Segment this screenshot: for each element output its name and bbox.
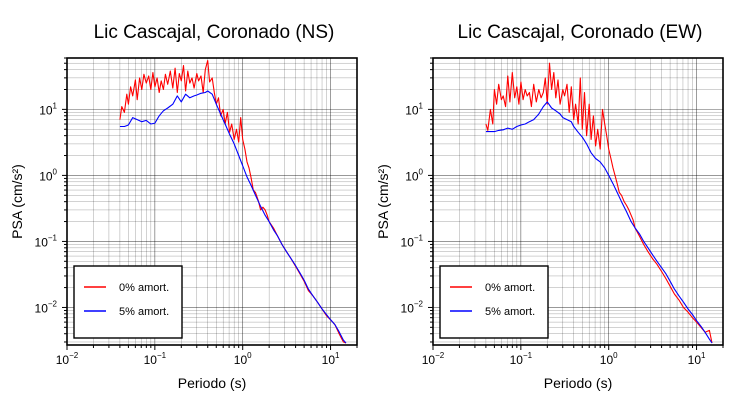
legend: 0% amort. 5% amort. <box>73 265 183 339</box>
chart-panel-ns: 10−2 10−1 100 101 10−2 10−1 100 101 Lic Cascajal… <box>9 22 358 391</box>
y-tick-label: 101 <box>405 101 423 117</box>
grid <box>66 57 358 345</box>
legend-label: 5% amort. <box>119 306 169 318</box>
legend: 0% amort. 5% amort. <box>439 265 549 339</box>
chart-title: Lic Cascajal, Coronado (EW) <box>458 22 703 43</box>
legend-box <box>439 265 549 339</box>
y-tick-label: 10−2 <box>401 299 424 315</box>
x-tick-label: 100 <box>234 351 252 367</box>
x-tick-label: 100 <box>600 351 618 367</box>
legend-box <box>73 265 183 339</box>
x-tick-label: 10−1 <box>144 351 167 367</box>
x-tick-label: 10−1 <box>510 351 533 367</box>
y-tick-label: 100 <box>405 167 423 183</box>
tick-marks <box>62 57 358 350</box>
y-tick-label: 10−2 <box>35 299 58 315</box>
series-line-red <box>485 62 713 344</box>
y-tick-label: 10−1 <box>401 233 424 249</box>
y-axis-label: PSA (cm/s²) <box>375 164 391 239</box>
legend-label: 5% amort. <box>485 306 535 318</box>
chart-title: Lic Cascajal, Coronado (NS) <box>94 22 335 43</box>
x-tick-label: 101 <box>688 351 706 367</box>
tick-marks <box>428 57 724 350</box>
x-axis-label: Periodo (s) <box>544 375 612 391</box>
chart-panel-ew: 10−2 10−1 100 101 10−2 10−1 100 101 Lic Cascajal… <box>375 22 724 391</box>
y-axis-label: PSA (cm/s²) <box>9 164 25 239</box>
x-axis-label: Periodo (s) <box>178 375 246 391</box>
series-line-blue <box>485 101 713 344</box>
y-tick-label: 100 <box>39 167 57 183</box>
legend-label: 0% amort. <box>119 282 169 294</box>
legend-label: 0% amort. <box>485 282 535 294</box>
x-tick-label: 10−2 <box>56 351 79 367</box>
y-tick-label: 101 <box>39 101 57 117</box>
x-tick-label: 10−2 <box>422 351 445 367</box>
series-line-blue <box>119 90 347 344</box>
y-tick-label: 10−1 <box>35 233 58 249</box>
x-tick-label: 101 <box>322 351 340 367</box>
